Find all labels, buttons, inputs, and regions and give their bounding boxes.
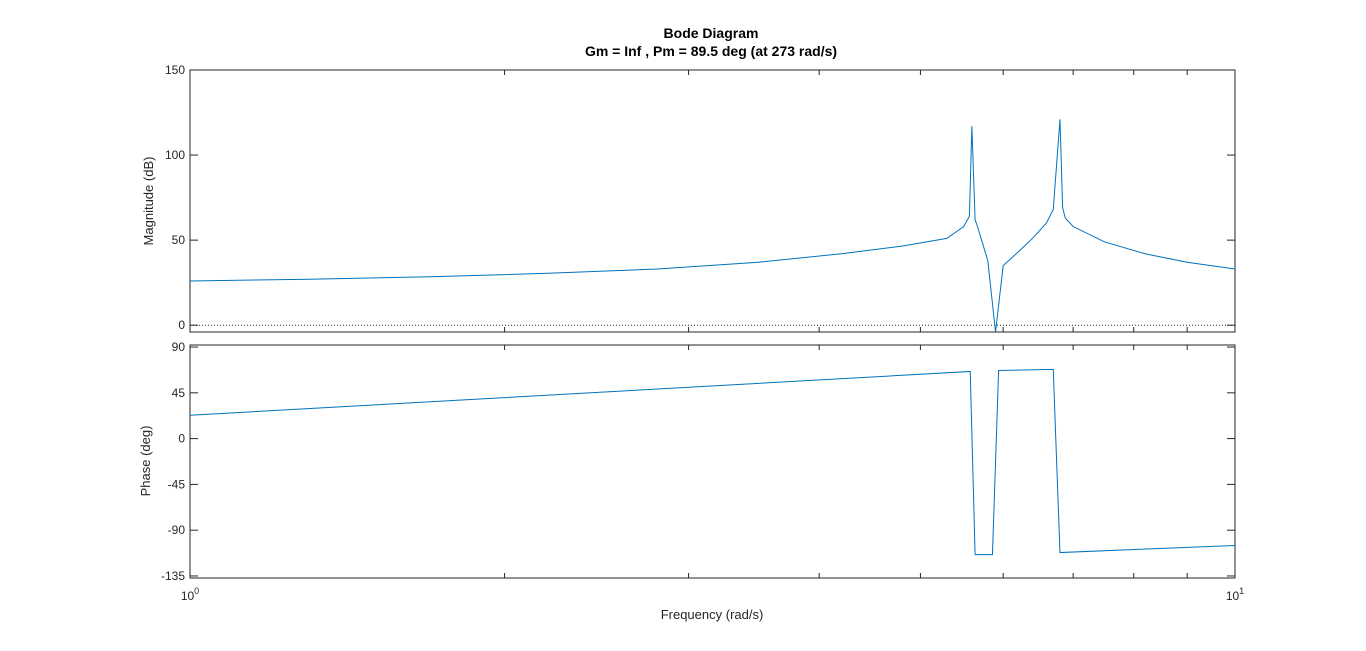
magnitude-y-tick-label: 150	[165, 63, 185, 77]
x-tick-label: 100	[181, 586, 199, 603]
x-axis-ticks: 100 101	[181, 586, 1244, 603]
x-tick-label: 101	[1226, 586, 1244, 603]
phase-ticks: -135 -90 -45 0 45 90	[161, 340, 1236, 583]
phase-y-tick-label: -135	[161, 569, 185, 583]
phase-axes-box	[189, 344, 1236, 579]
phase-axes: -135 -90 -45 0 45 90 Phase (deg)	[138, 340, 1236, 583]
magnitude-axes: 0 50 100 150 Magnitude (dB)	[141, 63, 1236, 333]
chart-subtitle: Gm = Inf , Pm = 89.5 deg (at 273 rad/s)	[585, 43, 837, 59]
x-axis-label: Frequency (rad/s)	[661, 607, 764, 622]
phase-y-tick-label: 0	[178, 432, 185, 446]
magnitude-y-tick-label: 100	[165, 148, 185, 162]
magnitude-y-axis-label: Magnitude (dB)	[141, 157, 156, 246]
phase-y-tick-label: 90	[172, 340, 186, 354]
phase-y-tick-label: 45	[172, 386, 186, 400]
magnitude-ticks: 0 50 100 150	[165, 63, 1236, 332]
phase-y-tick-label: -45	[168, 477, 186, 491]
chart-title: Bode Diagram	[664, 25, 759, 41]
phase-y-tick-label: -90	[168, 523, 186, 537]
phase-y-axis-label: Phase (deg)	[138, 426, 153, 497]
magnitude-axes-box	[189, 69, 1236, 333]
magnitude-y-tick-label: 0	[178, 318, 185, 332]
magnitude-series-line	[189, 119, 1236, 333]
magnitude-y-tick-label: 50	[172, 233, 186, 247]
phase-series-line	[189, 368, 1236, 556]
